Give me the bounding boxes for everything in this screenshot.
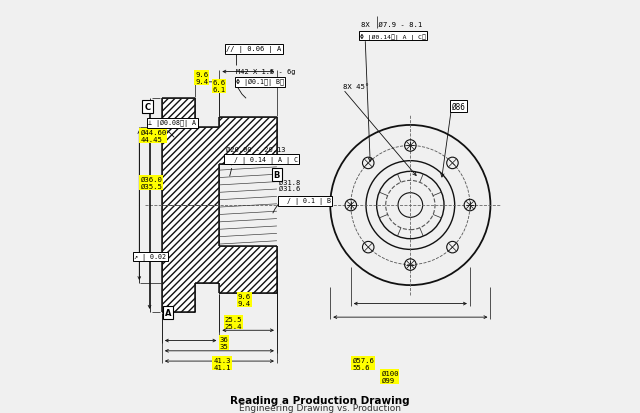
Polygon shape — [162, 206, 277, 312]
Text: Φ |Ø0.14Ⓜ| A | CⓂ: Φ |Ø0.14Ⓜ| A | CⓂ — [360, 33, 426, 40]
Text: A: A — [165, 309, 172, 317]
Text: 41.3
41.1: 41.3 41.1 — [213, 357, 231, 370]
Text: 8X 45°: 8X 45° — [342, 84, 369, 90]
Text: Ø31.8: Ø31.8 — [279, 179, 300, 185]
Text: Reading a Production Drawing: Reading a Production Drawing — [230, 395, 410, 405]
Text: M42 X 1.5 - 6g: M42 X 1.5 - 6g — [236, 69, 295, 74]
Polygon shape — [162, 99, 277, 206]
Text: B: B — [274, 170, 280, 179]
Text: Ø31.6: Ø31.6 — [279, 185, 300, 191]
Text: ⊥ |Ø0.08Ⓜ| A: ⊥ |Ø0.08Ⓜ| A — [148, 120, 196, 127]
Text: 25.5
25.4: 25.5 25.4 — [225, 316, 242, 329]
Text: // | 0.06 | A: // | 0.06 | A — [227, 46, 282, 53]
Text: / | 0.1 | B: / | 0.1 | B — [279, 198, 331, 205]
Text: / | 0.14 | A | C: / | 0.14 | A | C — [225, 156, 298, 163]
Text: Ø57.6
55.6: Ø57.6 55.6 — [352, 357, 374, 370]
Text: Ø36.0
Ø35.5: Ø36.0 Ø35.5 — [140, 176, 162, 190]
Text: ↗ | 0.02: ↗ | 0.02 — [134, 253, 166, 260]
Text: 6.6
6.1: 6.6 6.1 — [212, 80, 225, 93]
Text: Ø86: Ø86 — [451, 103, 465, 112]
Text: Engineering Drawing vs. Production: Engineering Drawing vs. Production — [239, 403, 401, 412]
Text: 9.6
9.4: 9.6 9.4 — [238, 293, 251, 306]
Text: 8X  Ø7.9 - 8.1: 8X Ø7.9 - 8.1 — [361, 22, 422, 28]
Text: Ø20.00 - 20.13: Ø20.00 - 20.13 — [225, 146, 285, 152]
Text: Ø100
Ø99: Ø100 Ø99 — [381, 370, 398, 383]
Text: C: C — [145, 103, 150, 112]
Text: Φ |Ø0.1Ⓜ| BⓂ: Φ |Ø0.1Ⓜ| BⓂ — [236, 79, 284, 86]
Text: 9.6
9.4: 9.6 9.4 — [195, 72, 208, 85]
Text: Ø44.60
44.45: Ø44.60 44.45 — [140, 129, 166, 142]
Text: 36
35: 36 35 — [220, 336, 228, 349]
